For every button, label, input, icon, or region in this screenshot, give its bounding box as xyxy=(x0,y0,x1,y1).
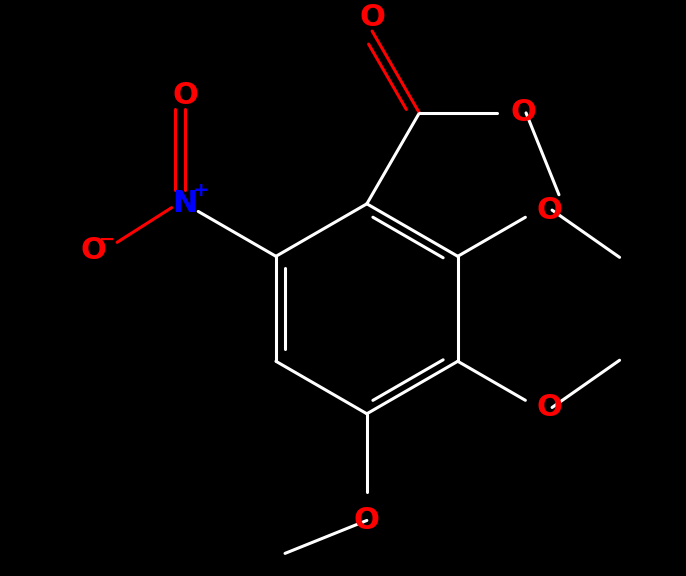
Text: +: + xyxy=(193,181,209,200)
Text: O: O xyxy=(354,506,380,535)
Text: N: N xyxy=(172,190,198,218)
Text: O: O xyxy=(510,98,536,127)
Text: O: O xyxy=(80,236,106,264)
Text: O: O xyxy=(359,3,385,32)
Text: −: − xyxy=(99,230,116,249)
Text: O: O xyxy=(536,393,563,422)
Text: O: O xyxy=(172,81,198,111)
Text: O: O xyxy=(536,196,563,225)
